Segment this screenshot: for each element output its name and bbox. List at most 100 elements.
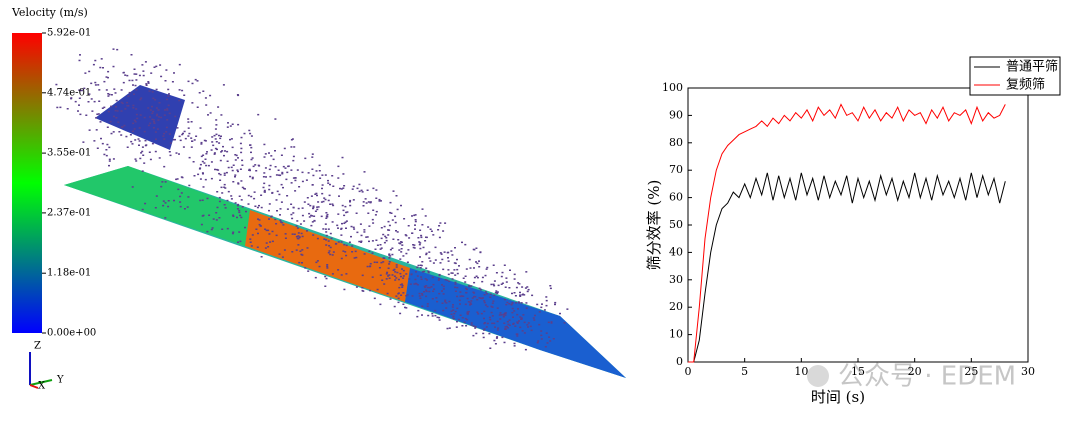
particle [417, 237, 420, 239]
particle [324, 275, 327, 278]
particle [358, 183, 361, 186]
particle [179, 195, 182, 198]
particle [371, 276, 374, 278]
particle [470, 300, 473, 302]
particle [462, 295, 465, 297]
particle [323, 197, 326, 199]
particle [345, 273, 348, 275]
particle [198, 168, 201, 170]
particle [505, 303, 508, 306]
particle [183, 130, 186, 133]
particle [355, 286, 358, 288]
particle [126, 101, 129, 104]
particle [483, 328, 486, 330]
particle [257, 232, 259, 235]
particle [501, 271, 504, 274]
particle [397, 297, 400, 300]
particle [280, 221, 282, 223]
particle [427, 226, 430, 228]
particle [425, 289, 428, 291]
particle [187, 80, 190, 83]
particle [399, 312, 402, 315]
particle [271, 240, 274, 243]
particle [456, 272, 459, 275]
particle [292, 212, 295, 214]
particle [124, 108, 127, 110]
particle [395, 295, 398, 297]
particle [155, 114, 158, 117]
particle [534, 314, 536, 317]
particle [446, 279, 449, 282]
particle [366, 236, 369, 238]
particle [213, 153, 216, 155]
particle [148, 151, 151, 153]
particle [298, 186, 301, 188]
particle [432, 290, 435, 292]
axis-label: Z [34, 341, 41, 352]
y-axis-label: 筛分效率 (%) [645, 180, 663, 271]
particle [465, 291, 468, 294]
particle [438, 274, 441, 277]
particle [321, 187, 323, 190]
colorbar-tick-label: 1.18e-01 [47, 268, 91, 279]
particle [301, 262, 303, 264]
particle [427, 270, 430, 273]
particle [496, 329, 499, 331]
y-tick-label: 30 [669, 273, 683, 286]
particle [540, 330, 543, 332]
particle [258, 223, 261, 226]
particle [231, 146, 234, 149]
particle [415, 271, 417, 273]
particle [318, 265, 321, 268]
particle [503, 322, 506, 324]
particle [279, 208, 282, 210]
particle [385, 237, 388, 239]
particle [454, 281, 457, 284]
particle [386, 271, 389, 274]
particle [525, 271, 528, 273]
particle [97, 113, 100, 115]
particle [275, 223, 278, 225]
particle [286, 171, 289, 174]
particle [153, 120, 155, 123]
particle [407, 249, 410, 251]
particle [157, 119, 160, 121]
particle [444, 299, 447, 302]
particle [105, 89, 108, 91]
particle [366, 189, 369, 191]
particle [303, 201, 306, 203]
particle [379, 244, 382, 246]
particle [472, 325, 475, 327]
particle [461, 317, 464, 319]
particle [269, 241, 272, 243]
particle [281, 171, 284, 174]
particle [237, 94, 240, 97]
particle [411, 215, 413, 217]
particle [292, 206, 295, 209]
particle [391, 253, 394, 256]
particle [249, 144, 251, 146]
particle [199, 127, 202, 129]
particle [141, 64, 144, 66]
particle [516, 321, 519, 323]
particle [388, 253, 391, 255]
colorbar-tick-label: 2.37e-01 [47, 207, 91, 218]
particle [204, 158, 207, 160]
particle [308, 212, 311, 215]
particle [346, 211, 349, 213]
particle [489, 293, 492, 295]
particle [388, 224, 391, 227]
particle [438, 316, 441, 319]
particle [155, 107, 158, 109]
x-tick-label: 10 [794, 365, 808, 378]
particle [496, 336, 499, 338]
particle [425, 236, 427, 238]
particle [247, 203, 250, 205]
particle [361, 287, 364, 289]
particle [511, 311, 514, 314]
particle [524, 348, 527, 351]
particle [389, 248, 392, 251]
particle [388, 263, 391, 265]
particle [509, 269, 511, 271]
particle [133, 68, 136, 70]
